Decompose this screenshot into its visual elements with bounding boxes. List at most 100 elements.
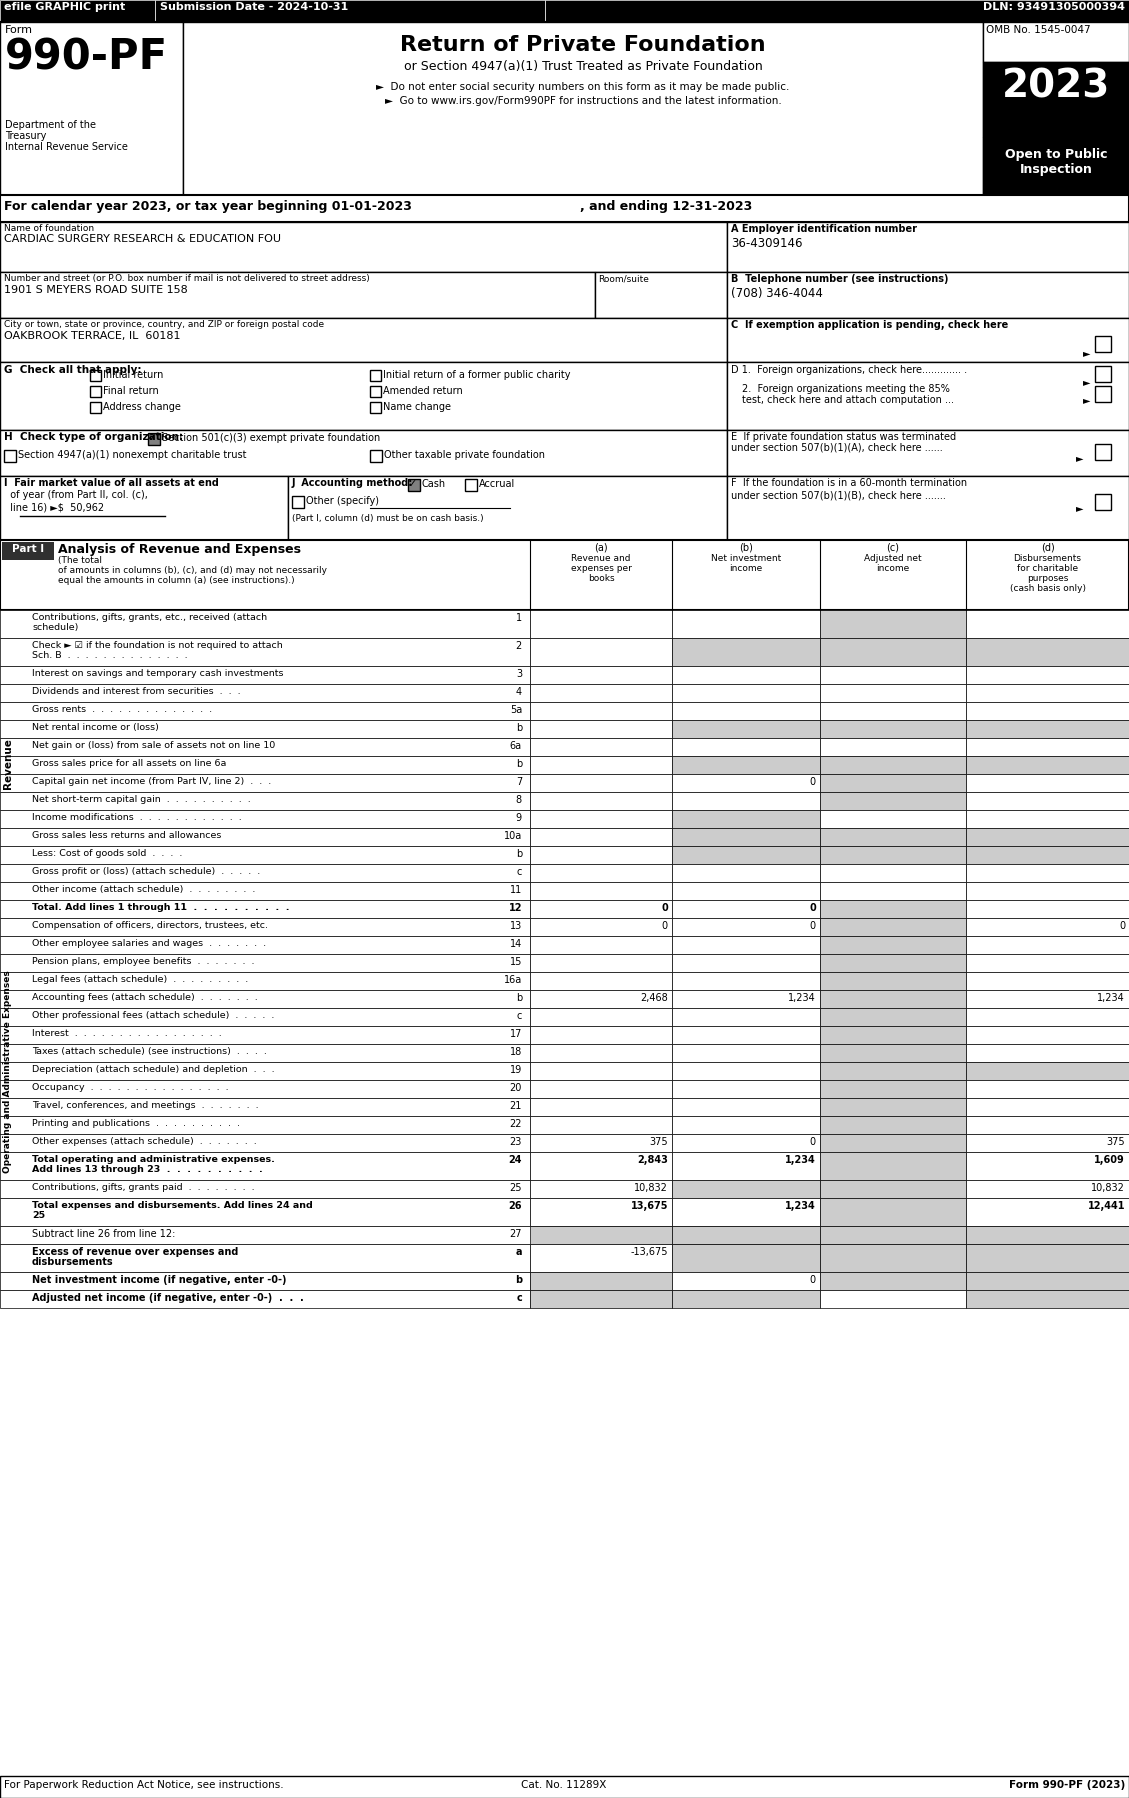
Bar bbox=[820, 1099, 966, 1117]
Bar bbox=[820, 1135, 966, 1153]
Text: Less: Cost of goods sold  .  .  .  .: Less: Cost of goods sold . . . . bbox=[32, 849, 183, 858]
Bar bbox=[155, 0, 545, 22]
Bar bbox=[465, 478, 476, 491]
Bar bbox=[370, 387, 380, 397]
Text: 2,468: 2,468 bbox=[640, 992, 668, 1003]
Text: Room/suite: Room/suite bbox=[598, 273, 649, 282]
Bar bbox=[288, 476, 727, 539]
Text: Add lines 13 through 23  .  .  .  .  .  .  .  .  .  .: Add lines 13 through 23 . . . . . . . . … bbox=[32, 1165, 263, 1174]
Text: Form 990-PF (2023): Form 990-PF (2023) bbox=[1008, 1780, 1124, 1791]
Bar bbox=[820, 1179, 966, 1197]
Text: Total. Add lines 1 through 11  .  .  .  .  .  .  .  .  .  .: Total. Add lines 1 through 11 . . . . . … bbox=[32, 903, 289, 912]
Text: Operating and Administrative Expenses: Operating and Administrative Expenses bbox=[3, 971, 12, 1174]
Text: c: c bbox=[516, 1293, 522, 1304]
Text: ✓: ✓ bbox=[147, 433, 157, 442]
Bar bbox=[0, 1135, 530, 1153]
Bar bbox=[820, 1153, 966, 1179]
Bar bbox=[727, 221, 1129, 271]
Text: books: books bbox=[588, 574, 614, 583]
Bar bbox=[966, 773, 1129, 791]
Text: OMB No. 1545-0047: OMB No. 1545-0047 bbox=[986, 25, 1091, 34]
Bar bbox=[5, 450, 16, 462]
Bar bbox=[672, 610, 820, 638]
Text: Open to Public: Open to Public bbox=[1005, 147, 1108, 162]
Bar bbox=[0, 1117, 530, 1135]
Bar bbox=[672, 755, 820, 773]
Text: 25: 25 bbox=[509, 1183, 522, 1194]
Bar bbox=[672, 665, 820, 683]
Bar bbox=[820, 991, 966, 1009]
Text: Other professional fees (attach schedule)  .  .  .  .  .: Other professional fees (attach schedule… bbox=[32, 1010, 274, 1019]
Bar bbox=[983, 137, 1129, 194]
Text: b: b bbox=[516, 723, 522, 734]
Bar bbox=[820, 1289, 966, 1307]
Bar bbox=[966, 719, 1129, 737]
Text: Return of Private Foundation: Return of Private Foundation bbox=[400, 34, 765, 56]
Bar bbox=[672, 1289, 820, 1307]
Text: Subtract line 26 from line 12:: Subtract line 26 from line 12: bbox=[32, 1230, 175, 1239]
Text: (Part I, column (d) must be on cash basis.): (Part I, column (d) must be on cash basi… bbox=[292, 514, 483, 523]
Bar bbox=[0, 901, 530, 919]
Text: 1,234: 1,234 bbox=[786, 1154, 816, 1165]
Bar bbox=[530, 1045, 672, 1063]
Bar bbox=[966, 955, 1129, 973]
Text: B  Telephone number (see instructions): B Telephone number (see instructions) bbox=[730, 273, 948, 284]
Text: 0: 0 bbox=[809, 1275, 816, 1286]
Bar bbox=[0, 1179, 530, 1197]
Bar bbox=[530, 719, 672, 737]
Bar bbox=[820, 847, 966, 865]
Bar bbox=[292, 496, 304, 509]
Text: Dividends and interest from securities  .  .  .: Dividends and interest from securities .… bbox=[32, 687, 240, 696]
Bar bbox=[672, 1197, 820, 1226]
Bar bbox=[0, 937, 530, 955]
Bar bbox=[1095, 367, 1111, 381]
Text: 1,234: 1,234 bbox=[788, 992, 816, 1003]
Text: Gross profit or (loss) (attach schedule)  .  .  .  .  .: Gross profit or (loss) (attach schedule)… bbox=[32, 867, 261, 876]
Bar bbox=[672, 1081, 820, 1099]
Text: 2,843: 2,843 bbox=[637, 1154, 668, 1165]
Text: 375: 375 bbox=[1106, 1136, 1124, 1147]
Text: income: income bbox=[729, 565, 762, 574]
Bar bbox=[370, 450, 382, 462]
Text: F  If the foundation is in a 60-month termination: F If the foundation is in a 60-month ter… bbox=[730, 478, 968, 487]
Bar bbox=[530, 973, 672, 991]
Bar bbox=[148, 433, 160, 444]
Text: Net investment: Net investment bbox=[711, 554, 781, 563]
Text: A Employer identification number: A Employer identification number bbox=[730, 225, 917, 234]
Text: of year (from Part II, col. (c),: of year (from Part II, col. (c), bbox=[5, 491, 148, 500]
Bar bbox=[966, 1271, 1129, 1289]
Text: E  If private foundation status was terminated: E If private foundation status was termi… bbox=[730, 432, 956, 442]
Text: Travel, conferences, and meetings  .  .  .  .  .  .  .: Travel, conferences, and meetings . . . … bbox=[32, 1100, 259, 1109]
Text: D 1.  Foreign organizations, check here............. .: D 1. Foreign organizations, check here..… bbox=[730, 365, 968, 376]
Bar bbox=[530, 865, 672, 883]
Bar bbox=[820, 937, 966, 955]
Bar bbox=[672, 829, 820, 847]
Bar bbox=[530, 665, 672, 683]
Text: 5a: 5a bbox=[510, 705, 522, 716]
Bar bbox=[966, 1081, 1129, 1099]
Bar bbox=[672, 701, 820, 719]
Bar bbox=[595, 271, 727, 318]
Bar bbox=[966, 755, 1129, 773]
Text: 7: 7 bbox=[516, 777, 522, 788]
Text: equal the amounts in column (a) (see instructions).): equal the amounts in column (a) (see ins… bbox=[58, 575, 295, 584]
Bar bbox=[0, 773, 530, 791]
Bar bbox=[530, 991, 672, 1009]
Bar bbox=[966, 1179, 1129, 1197]
Text: Cat. No. 11289X: Cat. No. 11289X bbox=[522, 1780, 606, 1791]
Text: , and ending 12-31-2023: , and ending 12-31-2023 bbox=[580, 200, 752, 212]
Text: Inspection: Inspection bbox=[1019, 164, 1093, 176]
Text: (The total: (The total bbox=[58, 556, 102, 565]
Text: 6a: 6a bbox=[510, 741, 522, 752]
Text: 36-4309146: 36-4309146 bbox=[730, 237, 803, 250]
Bar bbox=[530, 937, 672, 955]
Bar bbox=[0, 638, 530, 665]
Text: H  Check type of organization:: H Check type of organization: bbox=[5, 432, 183, 442]
Text: Sch. B  .  .  .  .  .  .  .  .  .  .  .  .  .  .: Sch. B . . . . . . . . . . . . . . bbox=[32, 651, 187, 660]
Text: City or town, state or province, country, and ZIP or foreign postal code: City or town, state or province, country… bbox=[5, 320, 324, 329]
Bar bbox=[545, 0, 1129, 22]
Text: 1,234: 1,234 bbox=[786, 1201, 816, 1212]
Bar bbox=[820, 1063, 966, 1081]
Bar bbox=[672, 865, 820, 883]
Text: 1901 S MEYERS ROAD SUITE 158: 1901 S MEYERS ROAD SUITE 158 bbox=[5, 286, 187, 295]
